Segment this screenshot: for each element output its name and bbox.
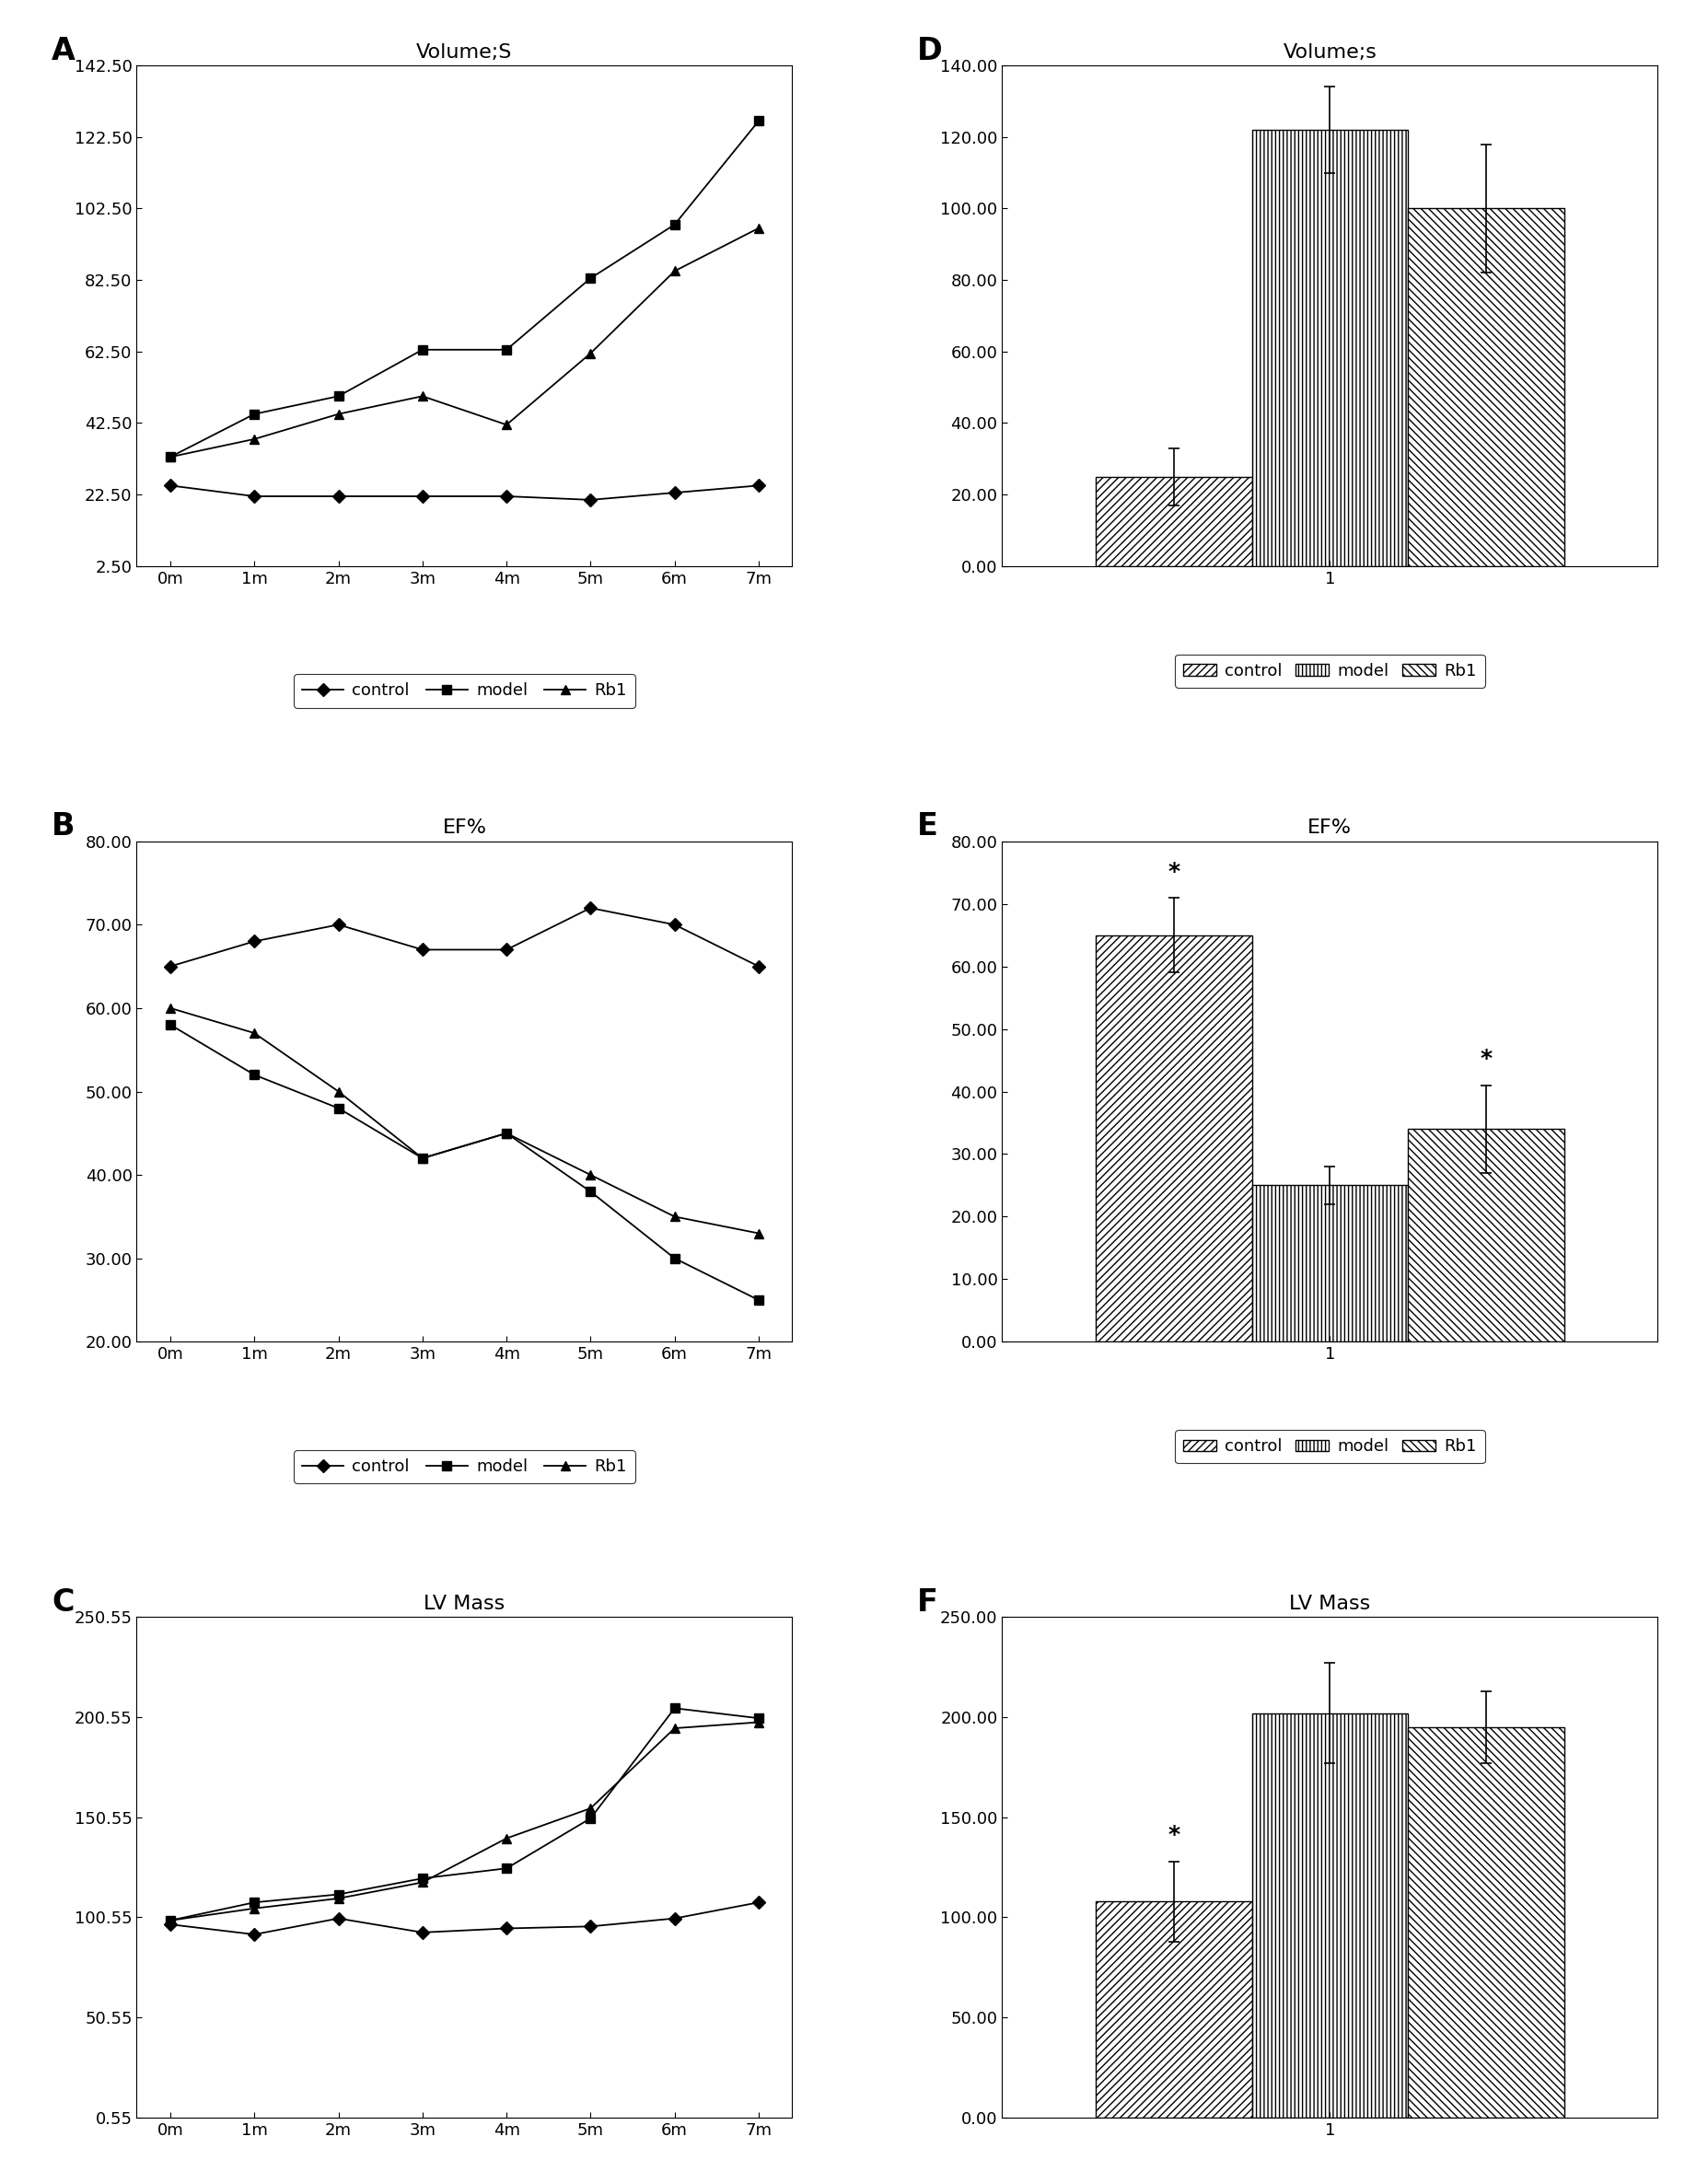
Legend: control, model, Rb1: control, model, Rb1 <box>294 675 635 707</box>
Bar <box>1407 210 1563 565</box>
Bar <box>1407 1727 1563 2118</box>
Bar <box>1407 1129 1563 1343</box>
Text: *: * <box>1167 860 1179 882</box>
Bar <box>1095 1901 1252 2118</box>
Legend: control, model, Rb1: control, model, Rb1 <box>1175 1430 1484 1463</box>
Text: *: * <box>1167 1825 1179 1847</box>
Title: Volume;s: Volume;s <box>1283 44 1377 61</box>
Title: EF%: EF% <box>442 819 487 838</box>
Legend: control, model, Rb1: control, model, Rb1 <box>1175 655 1484 688</box>
Legend: control, model, Rb1: control, model, Rb1 <box>294 1450 635 1484</box>
Text: A: A <box>51 35 75 65</box>
Title: EF%: EF% <box>1307 819 1351 838</box>
Text: D: D <box>917 35 941 65</box>
Bar <box>1252 1185 1407 1343</box>
Bar <box>1252 1714 1407 2118</box>
Bar <box>1252 129 1407 565</box>
Title: LV Mass: LV Mass <box>424 1594 506 1613</box>
Text: E: E <box>917 812 938 843</box>
Title: LV Mass: LV Mass <box>1288 1594 1370 1613</box>
Text: C: C <box>51 1587 73 1618</box>
Text: B: B <box>51 812 75 843</box>
Bar <box>1095 476 1252 565</box>
Bar <box>1095 934 1252 1343</box>
Title: Volume;S: Volume;S <box>417 44 512 61</box>
Text: F: F <box>917 1587 938 1618</box>
Text: *: * <box>1479 1048 1491 1070</box>
